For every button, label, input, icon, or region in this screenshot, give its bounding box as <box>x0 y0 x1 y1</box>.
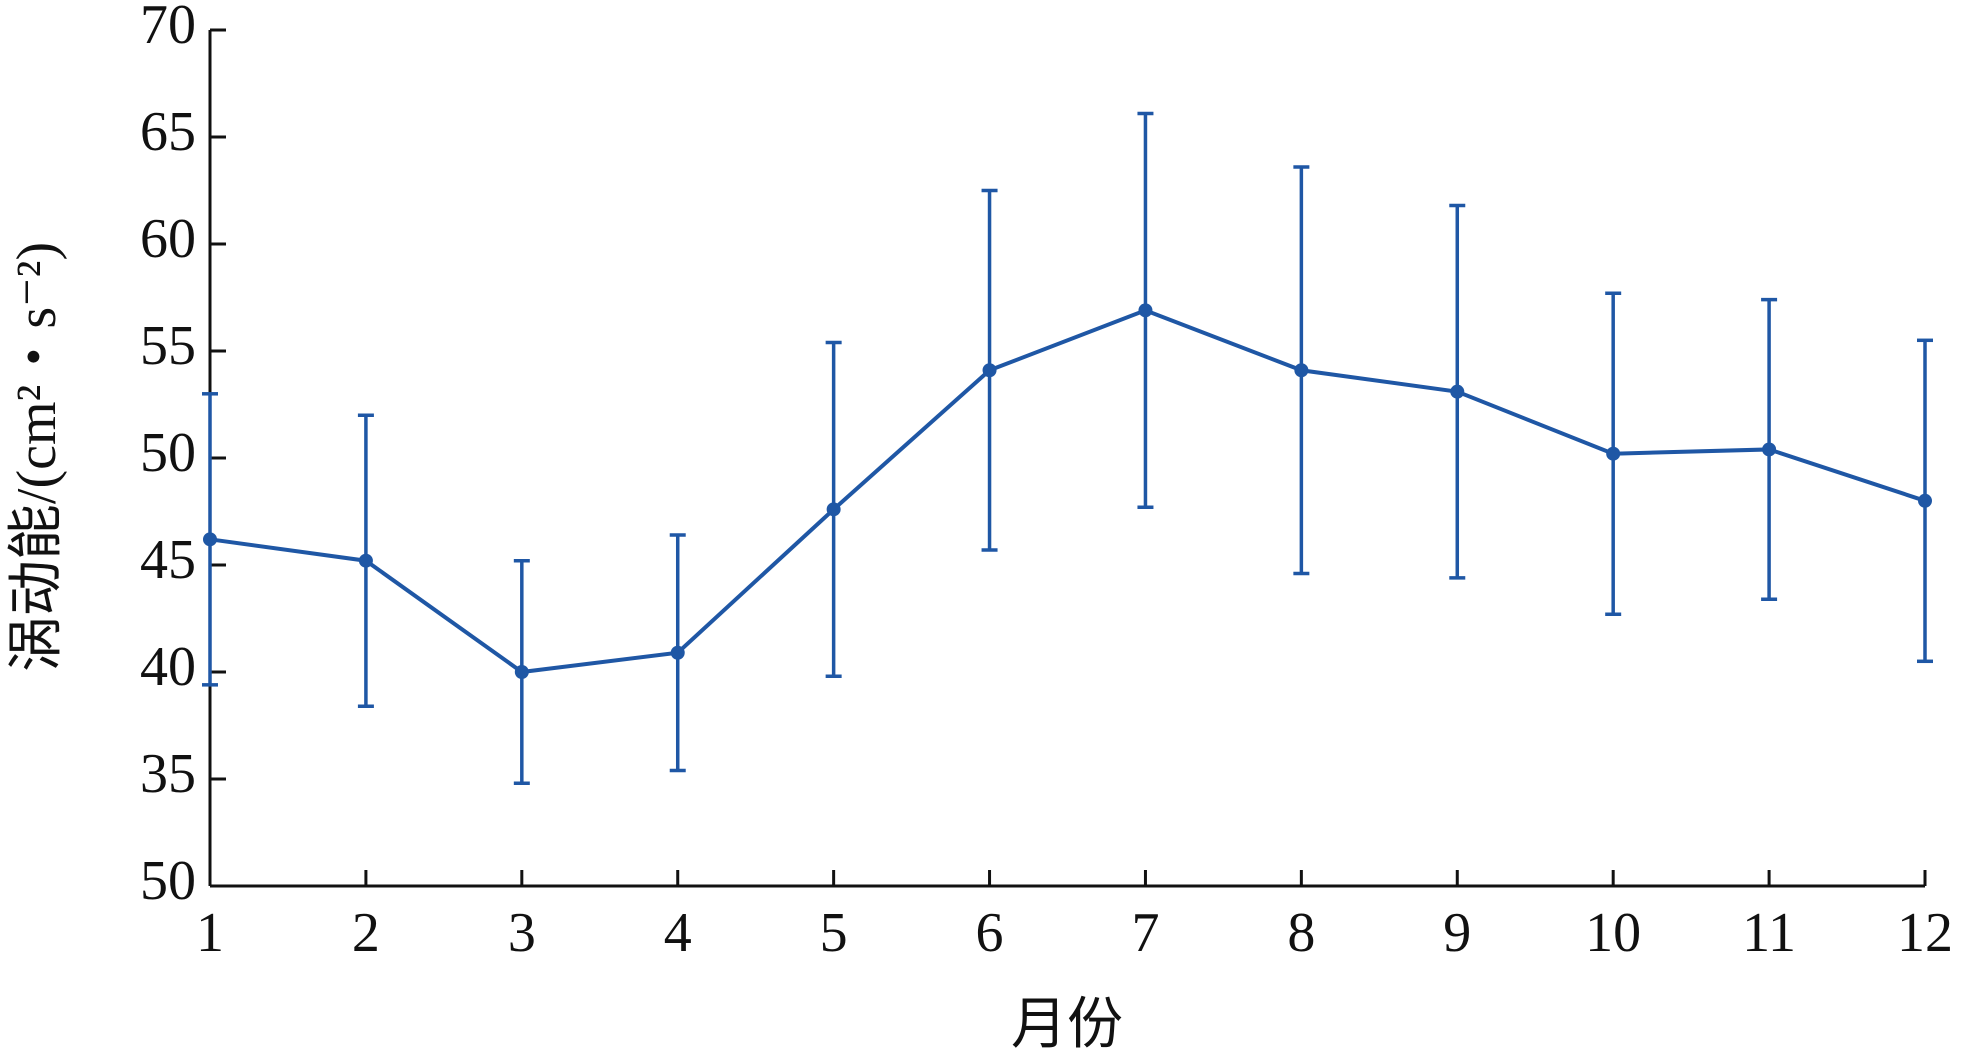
y-tick-label: 40 <box>140 636 196 698</box>
point <box>1606 446 1621 461</box>
point <box>670 645 685 660</box>
point <box>1294 363 1309 378</box>
y-tick-label: 60 <box>140 208 196 270</box>
point <box>1762 442 1777 457</box>
x-axis-label: 月份 <box>1011 994 1123 1056</box>
point <box>826 502 841 517</box>
point <box>1918 493 1932 508</box>
line <box>209 308 1926 675</box>
y-tick-label: 55 <box>140 315 196 377</box>
y-tick-label: 70 <box>140 0 196 56</box>
x-tick-label: 7 <box>1131 902 1159 964</box>
x-tick-label: 12 <box>1897 902 1953 964</box>
y-tick-label: 35 <box>140 743 196 805</box>
x-tick-label: 6 <box>976 902 1004 964</box>
x-tick-label: 8 <box>1287 902 1315 964</box>
x-tick-label: 9 <box>1443 902 1471 964</box>
point <box>982 363 997 378</box>
point <box>1450 384 1465 399</box>
point <box>358 553 373 568</box>
y-axis-label: 涡动能/(cm²・s⁻²) <box>6 242 68 672</box>
x-tick-label: 1 <box>196 902 224 964</box>
y-tick-label: 65 <box>140 101 196 163</box>
point <box>203 532 217 547</box>
x-tick-label: 3 <box>508 902 536 964</box>
y-tick-label: 50 <box>140 422 196 484</box>
point <box>514 665 529 679</box>
x-tick-label: 4 <box>664 902 692 964</box>
y-tick-label: 45 <box>140 529 196 591</box>
x-tick-label: 10 <box>1585 902 1641 964</box>
x-tick-label: 11 <box>1742 902 1796 964</box>
y-tick-label: 50 <box>140 850 196 912</box>
point <box>1138 303 1153 318</box>
x-tick-label: 5 <box>820 902 848 964</box>
x-tick-label: 2 <box>352 902 380 964</box>
